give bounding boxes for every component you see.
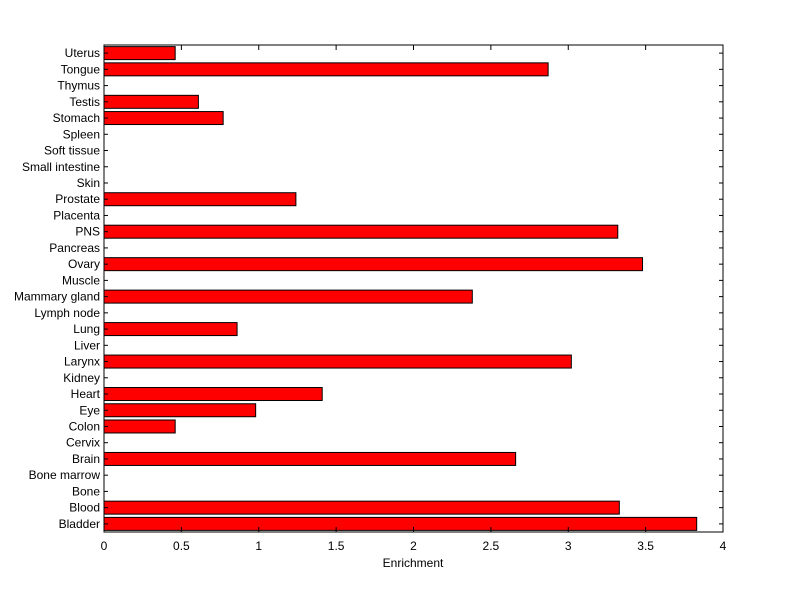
- y-tick-label: Muscle: [62, 273, 100, 287]
- x-tick-label: 2: [410, 539, 417, 553]
- x-tick-label: 1: [255, 539, 262, 553]
- x-tick-label: 3.5: [637, 539, 654, 553]
- bar-mammary-gland: [103, 289, 473, 304]
- bar-prostate: [103, 192, 297, 207]
- y-tick-label: Heart: [71, 387, 101, 401]
- x-tick-label: 0: [101, 539, 108, 553]
- bar-pns: [103, 224, 619, 239]
- bar-ovary: [103, 257, 644, 272]
- y-tick-label: Kidney: [63, 371, 100, 385]
- x-axis: 0 0.5 1 1.5 2 2.5 3 3.5 4: [101, 45, 727, 553]
- y-tick-label: Prostate: [55, 192, 100, 206]
- bar-colon: [103, 419, 176, 434]
- y-tick-label: Testis: [69, 95, 100, 109]
- y-tick-label: Cervix: [66, 436, 100, 450]
- y-tick-label: Soft tissue: [44, 144, 100, 158]
- y-tick-label: Tongue: [61, 62, 101, 76]
- y-tick-label: Spleen: [63, 127, 100, 141]
- bar-uterus: [103, 46, 176, 61]
- bar-brain: [103, 451, 517, 466]
- x-tick-label: 4: [720, 539, 727, 553]
- x-tick-label: 1.5: [328, 539, 345, 553]
- y-tick-label: Small intestine: [22, 160, 100, 174]
- y-tick-label: Ovary: [68, 257, 100, 271]
- y-tick-label: Liver: [74, 338, 100, 352]
- bar-lung: [103, 322, 238, 337]
- x-axis-label: Enrichment: [383, 556, 444, 570]
- y-tick-label: Blood: [69, 501, 100, 515]
- y-tick-label: Pancreas: [49, 241, 100, 255]
- y-tick-label: Brain: [72, 452, 100, 466]
- y-axis: Bladder Blood Bone Bone marrow Brain Cervix Co…: [14, 46, 723, 531]
- bar-tongue: [103, 62, 549, 77]
- y-tick-label: Stomach: [53, 111, 100, 125]
- bar-stomach: [103, 111, 224, 126]
- y-tick-label: Bone marrow: [29, 468, 101, 482]
- y-tick-label: PNS: [75, 225, 100, 239]
- bar-bladder: [103, 516, 698, 531]
- x-tick-label: 2.5: [483, 539, 500, 553]
- bar-blood: [103, 500, 620, 515]
- y-tick-label: Thymus: [57, 79, 100, 93]
- y-tick-label: Uterus: [65, 46, 100, 60]
- y-tick-label: Skin: [77, 176, 100, 190]
- y-tick-label: Colon: [69, 419, 100, 433]
- y-tick-label: Larynx: [64, 355, 100, 369]
- x-tick-label: 3: [565, 539, 572, 553]
- y-tick-label: Mammary gland: [14, 290, 100, 304]
- y-tick-label: Lymph node: [34, 306, 100, 320]
- y-tick-label: Eye: [79, 403, 100, 417]
- y-tick-label: Placenta: [53, 208, 100, 222]
- y-tick-label: Lung: [73, 322, 100, 336]
- bar-larynx: [103, 354, 572, 369]
- y-tick-label: Bone: [72, 484, 100, 498]
- bar-heart: [103, 387, 323, 402]
- bar-eye: [103, 403, 257, 418]
- x-tick-label: 0.5: [173, 539, 190, 553]
- y-tick-label: Bladder: [59, 517, 100, 531]
- bar-testis: [103, 94, 199, 109]
